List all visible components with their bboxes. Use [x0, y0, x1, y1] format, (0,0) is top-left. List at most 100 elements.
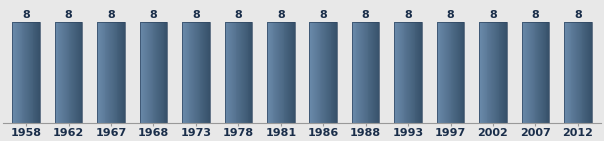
Bar — [56, 22, 57, 123]
Bar — [377, 22, 378, 123]
Bar — [271, 22, 272, 123]
Bar — [327, 22, 328, 123]
Bar — [376, 22, 377, 123]
Bar — [528, 22, 529, 123]
Bar — [585, 22, 586, 123]
Bar — [360, 22, 361, 123]
Bar — [206, 22, 207, 123]
Bar — [332, 22, 333, 123]
Bar — [76, 22, 77, 123]
Bar — [250, 22, 251, 123]
Bar — [312, 22, 313, 123]
Bar — [68, 22, 69, 123]
Bar — [60, 22, 61, 123]
Bar — [576, 22, 577, 123]
Bar — [586, 22, 587, 123]
Bar — [413, 22, 414, 123]
Bar — [531, 22, 532, 123]
Bar — [191, 22, 192, 123]
Bar — [448, 22, 449, 123]
Bar — [183, 22, 184, 123]
Bar — [496, 22, 498, 123]
Text: 8: 8 — [362, 10, 370, 20]
Bar — [323, 22, 324, 123]
Bar — [445, 22, 446, 123]
Bar — [165, 22, 166, 123]
Bar — [480, 22, 481, 123]
Bar — [358, 22, 359, 123]
Bar — [226, 22, 227, 123]
Bar — [353, 22, 354, 123]
Bar — [35, 22, 36, 123]
Bar — [98, 22, 99, 123]
Bar — [326, 22, 327, 123]
Bar — [372, 22, 373, 123]
Bar — [140, 22, 167, 123]
Bar — [153, 22, 155, 123]
Bar — [452, 22, 454, 123]
Bar — [526, 22, 527, 123]
Bar — [535, 22, 536, 123]
Bar — [421, 22, 422, 123]
Bar — [573, 22, 574, 123]
Bar — [407, 22, 408, 123]
Bar — [12, 22, 13, 123]
Bar — [437, 22, 464, 123]
Bar — [143, 22, 144, 123]
Bar — [564, 22, 592, 123]
Bar — [281, 22, 283, 123]
Bar — [119, 22, 120, 123]
Bar — [248, 22, 249, 123]
Bar — [62, 22, 63, 123]
Bar — [587, 22, 588, 123]
Bar — [97, 22, 125, 123]
Bar — [577, 22, 578, 123]
Bar — [272, 22, 274, 123]
Bar — [280, 22, 281, 123]
Bar — [29, 22, 30, 123]
Bar — [330, 22, 332, 123]
Bar — [246, 22, 248, 123]
Bar — [268, 22, 269, 123]
Bar — [570, 22, 571, 123]
Bar — [61, 22, 62, 123]
Bar — [122, 22, 123, 123]
Bar — [228, 22, 229, 123]
Bar — [186, 22, 187, 123]
Bar — [406, 22, 407, 123]
Bar — [324, 22, 325, 123]
Bar — [439, 22, 440, 123]
Bar — [64, 22, 65, 123]
Bar — [205, 22, 206, 123]
Bar — [461, 22, 463, 123]
Bar — [34, 22, 35, 123]
Bar — [588, 22, 589, 123]
Bar — [190, 22, 191, 123]
Bar — [547, 22, 548, 123]
Bar — [486, 22, 487, 123]
Bar — [538, 22, 539, 123]
Bar — [275, 22, 276, 123]
Bar — [199, 22, 201, 123]
Bar — [233, 22, 234, 123]
Bar — [16, 22, 17, 123]
Bar — [288, 22, 289, 123]
Bar — [569, 22, 570, 123]
Bar — [65, 22, 66, 123]
Bar — [396, 22, 397, 123]
Bar — [440, 22, 442, 123]
Bar — [505, 22, 506, 123]
Bar — [243, 22, 244, 123]
Text: 8: 8 — [150, 10, 157, 20]
Bar — [12, 22, 40, 123]
Bar — [533, 22, 535, 123]
Bar — [194, 22, 195, 123]
Bar — [334, 22, 335, 123]
Text: 8: 8 — [277, 10, 284, 20]
Bar — [182, 22, 210, 123]
Bar — [75, 22, 76, 123]
Bar — [231, 22, 232, 123]
Bar — [293, 22, 294, 123]
Bar — [501, 22, 502, 123]
Bar — [325, 22, 326, 123]
